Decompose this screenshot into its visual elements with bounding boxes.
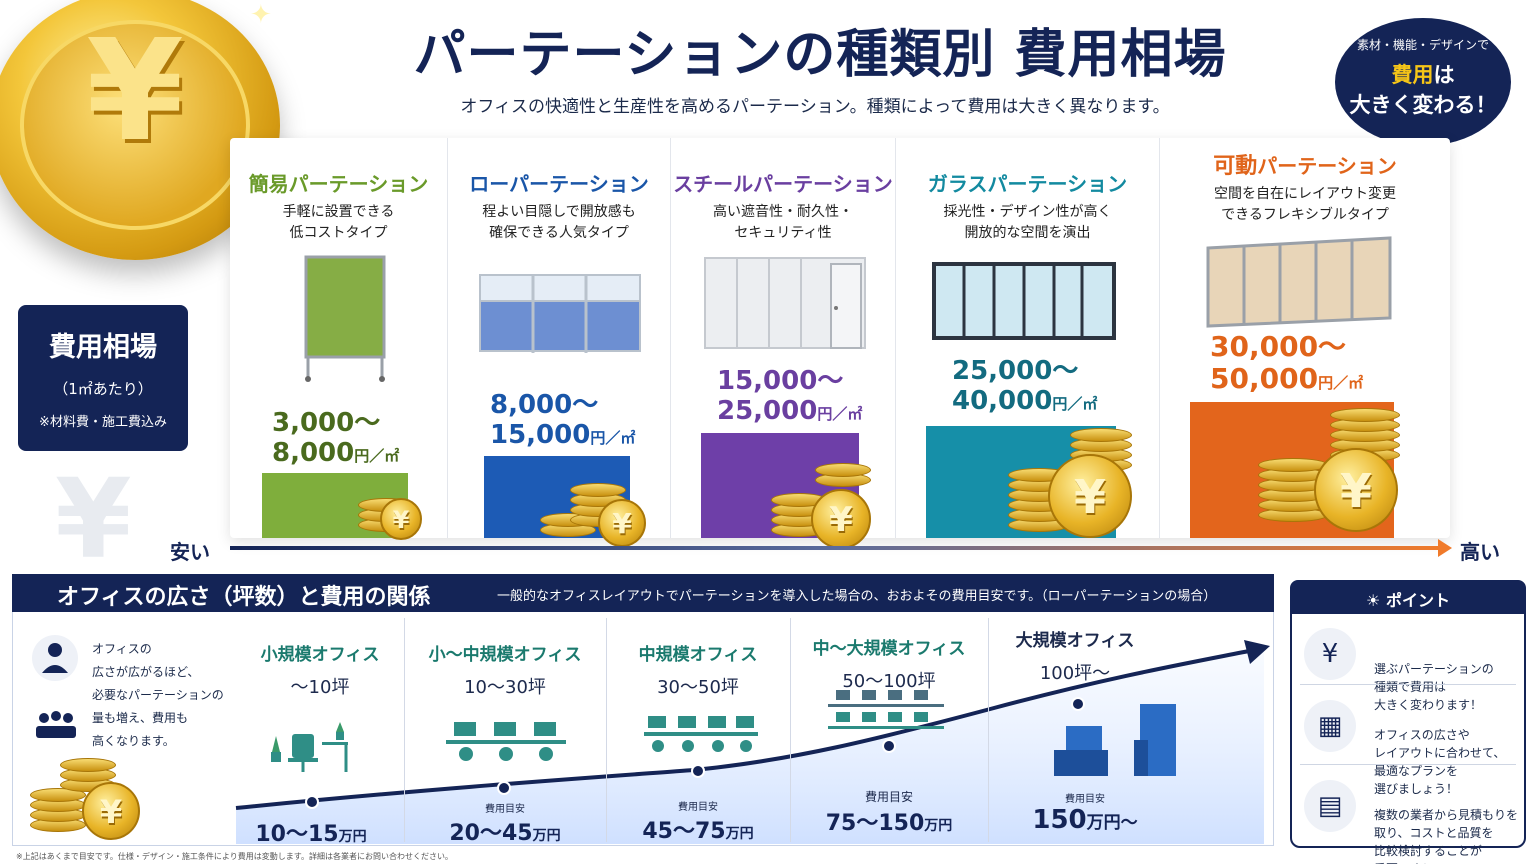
office-buildings-icon xyxy=(1054,704,1176,776)
point-item: ▤ 複数の業者から見積もりを 取り、コストと品質を 比較検討することが 重要です… xyxy=(1300,770,1518,864)
point-item: ¥ 選ぶパーテーションの 種類で費用は 大きく変わります！ xyxy=(1300,624,1518,714)
office-section-title: オフィスの広さ（坪数）と費用の関係 xyxy=(57,585,431,610)
cost-curve-chart xyxy=(235,640,1270,844)
office-desks-icon xyxy=(828,690,944,729)
yen-coin-icon: ¥ xyxy=(0,0,280,260)
sparkle-icon: ✦ xyxy=(250,0,272,30)
type-desc: 手軽に設置できる 低コストタイプ xyxy=(282,204,395,241)
type-name: 可動パーテーション xyxy=(1213,154,1397,179)
cost-estimate-small-mid: 費用目安 20～45万円 xyxy=(449,804,561,846)
office-desks-icon xyxy=(446,722,566,761)
price-axis-arrow xyxy=(230,539,1452,557)
calculator-icon: ▤ xyxy=(1304,780,1356,832)
bubble-line3: 大きく変わる！ xyxy=(1349,93,1497,117)
type-price: 30,000～ 50,000円／㎡ xyxy=(1210,330,1364,395)
type-card-simple: 簡易パーテーション 手軽に設置できる 低コストタイプ 3,000～ 8,000円／… xyxy=(230,138,448,540)
movable-partition-illustration xyxy=(1206,236,1392,328)
cost-estimate-mid: 費用目安 45～75万円 xyxy=(642,802,754,844)
cost-label-unit: （1㎡あたり） xyxy=(53,380,153,398)
type-card-low: ローパーテーション 程よい目隠しで開放感も 確保できる人気タイプ 8,000～ 1… xyxy=(448,138,671,547)
type-name: 簡易パーテーション xyxy=(248,172,429,196)
cost-estimate-large: 費用目安 150万円～ xyxy=(1032,794,1138,835)
office-desks-icon xyxy=(644,716,758,752)
office-mid-large: 中～大規模オフィス 50～100坪 xyxy=(812,639,966,692)
office-side-text: オフィスの 広さが広がるほど、 必要なパーテーションの 量も増え、費用も 高くな… xyxy=(92,642,224,748)
partition-types-panel: 簡易パーテーション 手軽に設置できる 低コストタイプ 3,000～ 8,000円／… xyxy=(230,138,1450,549)
type-name: ガラスパーテーション xyxy=(927,172,1128,196)
cost-label-note: ※材料費・施工費込み xyxy=(39,415,167,430)
page-subtitle: オフィスの快適性と生産性を高めるパーテーション。種類によって費用は大きく異なりま… xyxy=(460,97,1170,117)
type-desc: 程よい目隠しで開放感も 確保できる人気タイプ xyxy=(482,204,636,241)
type-price: 25,000～ 40,000円／㎡ xyxy=(952,356,1098,416)
cost-estimate-small: 10～15万円 xyxy=(255,822,367,847)
lightbulb-icon: ☀ xyxy=(1366,591,1386,610)
type-card-steel: スチールパーテーション 高い遮音性・耐久性・ セキュリティ性 15,000～ 25… xyxy=(671,138,896,549)
yen-watermark-icon: ¥ xyxy=(55,455,132,583)
steel-partition-illustration xyxy=(704,257,866,349)
type-card-movable: 可動パーテーション 空間を自在にレイアウト変更 できるフレキシブルタイプ 30,… xyxy=(1160,138,1450,538)
type-desc: 空間を自在にレイアウト変更 できるフレキシブルタイプ xyxy=(1214,186,1396,223)
office-small: 小規模オフィス ～10坪 xyxy=(260,645,380,698)
group-people-icon xyxy=(32,708,80,742)
type-price: 8,000～ 15,000円／㎡ xyxy=(490,390,636,450)
type-name: ローパーテーション xyxy=(469,172,649,196)
bubble-line1: 素材・機能・デザインで xyxy=(1356,38,1489,52)
glass-partition-illustration xyxy=(932,262,1116,340)
footnote: ※上記はあくまで目安です。仕様・デザイン・施工条件により費用は変動します。詳細は… xyxy=(16,852,453,861)
simple-partition-illustration xyxy=(304,255,386,382)
type-desc: 採光性・デザイン性が高く 開放的な空間を演出 xyxy=(943,204,1112,241)
building-icon: ▦ xyxy=(1304,700,1356,752)
cost-label-box: 費用相場 （1㎡あたり） ※材料費・施工費込み xyxy=(18,305,188,451)
type-desc: 高い遮音性・耐久性・ セキュリティ性 xyxy=(713,204,853,241)
small-office-desk-icon xyxy=(271,722,348,772)
type-name: スチールパーテーション xyxy=(673,172,893,196)
office-small-mid: 小～中規模オフィス 10～30坪 xyxy=(428,645,582,698)
office-section-header: オフィスの広さ（坪数）と費用の関係 一般的なオフィスレイアウトでパーテーションを… xyxy=(12,574,1274,612)
axis-label-low: 安い xyxy=(170,540,210,564)
speech-bubble: 素材・機能・デザインで 費用は 大きく変わる！ xyxy=(1335,18,1511,160)
type-card-glass: ガラスパーテーション 採光性・デザイン性が高く 開放的な空間を演出 25,000… xyxy=(896,138,1160,538)
point-item: ▦ オフィスの広さや レイアウトに合わせて、 最適なプランを 選びましょう！ xyxy=(1300,690,1518,798)
low-partition-illustration xyxy=(479,274,641,353)
type-price: 15,000～ 25,000円／㎡ xyxy=(717,366,863,426)
office-large: 大規模オフィス 100坪～ xyxy=(1015,631,1135,684)
axis-label-high: 高い xyxy=(1460,540,1500,564)
business-person-icon xyxy=(32,635,78,681)
cost-label-title: 費用相場 xyxy=(49,332,157,363)
type-price: 3,000～ 8,000円／㎡ xyxy=(272,408,400,468)
office-mid: 中規模オフィス 30～50坪 xyxy=(638,645,758,698)
office-section-note: 一般的なオフィスレイアウトでパーテーションを導入した場合の、おおよその費用目安で… xyxy=(497,589,1217,604)
point-box-header: ☀ ポイント xyxy=(1290,580,1526,614)
page-title: パーテーションの種類別 費用相場 xyxy=(413,25,1227,85)
cost-estimate-mid-large: 費用目安 75～150万円 xyxy=(825,790,953,836)
bubble-line2: 費用は xyxy=(1391,63,1455,87)
yen-circle-icon: ¥ xyxy=(1304,628,1356,680)
